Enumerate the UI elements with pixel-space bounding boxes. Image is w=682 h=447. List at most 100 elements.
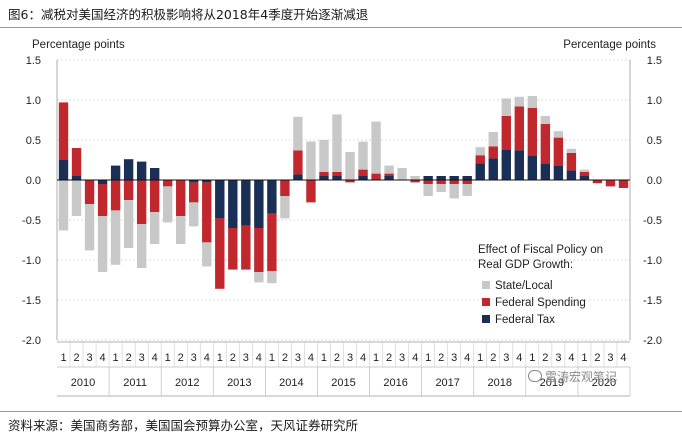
bar-state-local	[136, 224, 147, 268]
bar-federal-spending	[136, 180, 147, 224]
bottom-divider	[0, 411, 682, 412]
quarter-tick-label: 2	[230, 352, 236, 364]
bar-state-local	[149, 212, 160, 244]
bar-federal-spending	[189, 182, 199, 203]
bar-federal-spending	[345, 180, 355, 183]
quarter-tick-label: 1	[269, 352, 275, 364]
bar-state-local	[202, 242, 212, 267]
y-tick-label-left: 0.5	[26, 135, 41, 147]
bar-federal-spending	[84, 180, 95, 204]
quarter-tick-label: 3	[191, 352, 197, 364]
bar-state-local	[358, 141, 368, 170]
bar-federal-spending	[215, 218, 225, 289]
bar-state-local	[527, 96, 538, 108]
y-tick-label-left: 0.0	[26, 175, 41, 187]
y-tick-label-left: -0.5	[22, 215, 41, 227]
quarter-tick-label: 3	[555, 352, 561, 364]
quarter-tick-label: 2	[386, 352, 392, 364]
bar-federal-tax	[332, 176, 342, 180]
year-tick-label: 2010	[71, 377, 95, 389]
legend-swatch-state-local	[482, 281, 490, 289]
y-axis-title-right: Percentage points	[563, 39, 656, 51]
bar-federal-spending	[228, 228, 238, 270]
bar-federal-tax	[514, 150, 524, 180]
bar-state-local	[449, 184, 459, 199]
quarter-tick-label: 3	[295, 352, 301, 364]
bar-federal-tax	[97, 180, 108, 184]
quarter-tick-label: 2	[178, 352, 184, 364]
year-tick-label: 2020	[592, 377, 616, 389]
source-note: 资料来源：美国商务部，美国国会预算办公室，天风证券研究所	[8, 418, 359, 433]
bar-state-local	[423, 184, 433, 196]
bar-state-local	[97, 216, 108, 272]
bar-state-local	[306, 141, 316, 180]
bar-federal-tax	[228, 180, 238, 228]
year-tick-label: 2019	[540, 377, 564, 389]
bar-state-local	[371, 121, 381, 174]
bar-federal-spending	[123, 180, 134, 200]
y-tick-label-left: -1.5	[22, 295, 41, 307]
bar-federal-tax	[319, 176, 329, 180]
bar-federal-tax	[241, 180, 251, 226]
legend-label-state-local: State/Local	[495, 280, 553, 292]
quarter-tick-label: 2	[542, 352, 548, 364]
bar-federal-spending	[488, 146, 498, 159]
bar-federal-tax	[462, 176, 472, 180]
y-tick-label-left: 1.0	[26, 95, 41, 107]
bar-federal-spending	[254, 228, 264, 272]
bar-state-local	[189, 202, 199, 227]
bar-federal-tax	[384, 176, 394, 180]
bar-state-local	[280, 196, 290, 219]
bar-federal-spending	[71, 148, 82, 176]
bar-state-local	[579, 169, 590, 172]
bar-state-local	[475, 147, 485, 156]
quarter-tick-label: 3	[399, 352, 405, 364]
quarter-tick-label: 3	[139, 352, 145, 364]
bar-federal-spending	[579, 172, 590, 176]
legend-title-line1: Effect of Fiscal Policy on	[478, 244, 603, 256]
quarter-tick-label: 4	[100, 352, 106, 364]
bar-state-local	[58, 180, 69, 231]
quarter-tick-label: 2	[594, 352, 600, 364]
year-tick-label: 2015	[331, 377, 355, 389]
bar-federal-spending	[280, 180, 290, 196]
bar-state-local	[384, 165, 394, 174]
bar-federal-tax	[189, 180, 199, 183]
bar-state-local	[71, 180, 82, 216]
quarter-tick-label: 4	[152, 352, 158, 364]
y-tick-label-right: 0.0	[647, 175, 662, 187]
bar-state-local	[397, 168, 407, 180]
quarter-tick-label: 1	[425, 352, 431, 364]
y-tick-label-left: -2.0	[22, 335, 41, 347]
year-tick-label: 2016	[383, 377, 407, 389]
bar-federal-spending	[241, 225, 251, 270]
axis-text: 1.5 1.5 1.0 1.0 0.5 0.5 0.0 0.0 -0.5 -0.5 -1.0 -1.0…	[22, 55, 662, 397]
bar-federal-spending	[553, 137, 564, 166]
bar-federal-tax	[501, 149, 511, 180]
quarter-tick-label: 4	[204, 352, 210, 364]
y-tick-label-left: -1.0	[22, 255, 41, 267]
y-tick-label-right: -1.0	[643, 255, 662, 267]
wechat-icon	[528, 370, 542, 382]
bar-state-local	[553, 131, 564, 138]
bar-federal-spending	[267, 213, 277, 272]
legend-title-line2: Real GDP Growth:	[478, 259, 573, 271]
year-tick-label: 2013	[227, 377, 251, 389]
legend-swatch-federal-tax	[482, 315, 490, 323]
bar-federal-tax	[488, 158, 498, 180]
year-tick-label: 2012	[175, 377, 199, 389]
quarter-tick-label: 1	[60, 352, 66, 364]
bar-federal-tax	[566, 170, 577, 180]
fiscal-policy-chart: 1.5 1.5 1.0 1.0 0.5 0.5 0.0 0.0 -0.5 -0.5 -1.0 -1.0…	[22, 39, 662, 397]
legend-label-federal-tax: Federal Tax	[495, 314, 555, 326]
bar-federal-spending	[592, 180, 603, 184]
bar-federal-tax	[423, 176, 433, 180]
bar-federal-tax	[358, 176, 368, 180]
quarter-tick-label: 2	[126, 352, 132, 364]
bar-federal-spending	[163, 180, 173, 187]
bar-federal-tax	[540, 164, 551, 180]
quarter-tick-label: 3	[86, 352, 92, 364]
bar-federal-spending	[605, 180, 616, 187]
y-tick-label-right: 0.5	[647, 135, 662, 147]
bar-federal-tax	[110, 165, 121, 180]
